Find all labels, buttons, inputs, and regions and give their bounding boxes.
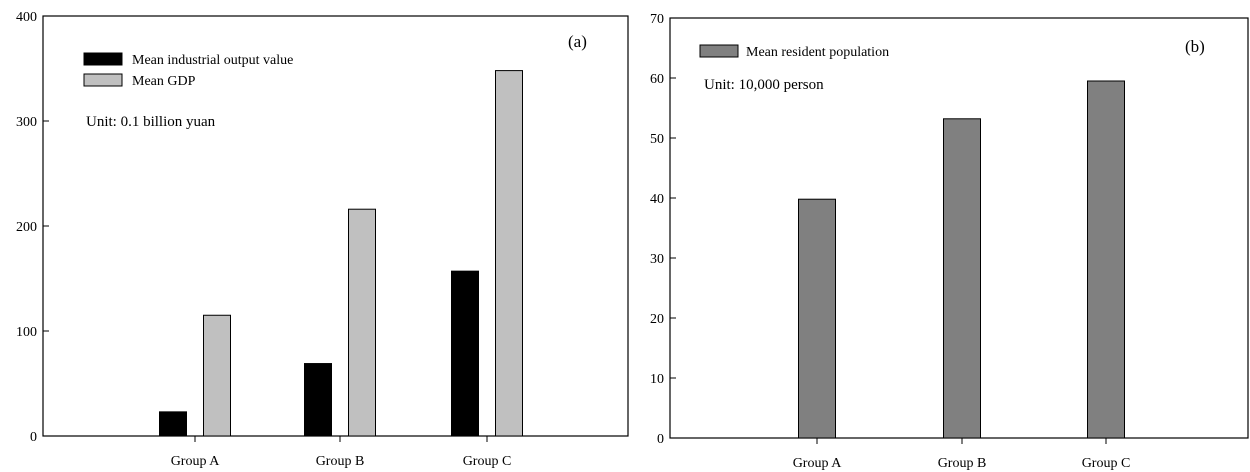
chart-panel-b: 0 10 20 30 40 50 60 70 Group A Group B Group C Me… — [650, 12, 1249, 471]
x-axis-a: Group A Group B Group C — [171, 436, 512, 469]
y-tick-label: 0 — [30, 430, 37, 445]
bar — [943, 118, 981, 439]
legend-a: Mean industrial output value Mean GDP — [83, 52, 293, 89]
panel-label-a: (a) — [568, 32, 587, 51]
legend-label: Mean GDP — [132, 74, 196, 89]
y-tick-label: 30 — [650, 252, 664, 267]
unit-note-b: Unit: 10,000 person — [704, 77, 824, 93]
y-axis-a: 0 100 200 300 400 — [16, 10, 49, 445]
plot-frame-a — [42, 15, 629, 437]
x-tick-label: Group C — [463, 454, 512, 469]
legend-label: Mean industrial output value — [132, 53, 293, 68]
y-tick-label: 10 — [650, 372, 664, 387]
bars-a — [159, 70, 523, 437]
y-tick-label: 100 — [16, 325, 37, 340]
x-axis-b: Group A Group B Group C — [793, 438, 1131, 471]
x-tick-label: Group B — [316, 454, 365, 469]
bar — [1087, 80, 1125, 439]
legend-label: Mean resident population — [746, 45, 889, 60]
panel-label-b: (b) — [1185, 37, 1205, 56]
bar — [304, 363, 332, 437]
legend-swatch — [83, 52, 123, 66]
legend-swatch — [83, 73, 123, 87]
y-tick-label: 70 — [650, 12, 664, 27]
bar — [203, 314, 231, 437]
bars-b — [798, 80, 1125, 439]
legend-swatch — [699, 44, 739, 58]
chart-panel-a: 0 100 200 300 400 Group A Group B Group C Mean… — [16, 10, 629, 469]
y-tick-label: 40 — [650, 192, 664, 207]
unit-note-a: Unit: 0.1 billion yuan — [86, 114, 216, 130]
bar — [451, 270, 479, 437]
y-tick-label: 0 — [657, 432, 664, 447]
x-tick-label: Group B — [938, 456, 987, 471]
x-tick-label: Group A — [793, 456, 843, 471]
legend-b: Mean resident population — [699, 44, 889, 60]
bar — [798, 198, 836, 439]
x-tick-label: Group C — [1082, 456, 1131, 471]
y-tick-label: 50 — [650, 132, 664, 147]
y-tick-label: 20 — [650, 312, 664, 327]
bar — [159, 411, 187, 437]
x-tick-label: Group A — [171, 454, 221, 469]
y-tick-label: 400 — [16, 10, 37, 25]
y-tick-label: 200 — [16, 220, 37, 235]
y-axis-b: 0 10 20 30 40 50 60 70 — [650, 12, 676, 447]
y-tick-label: 300 — [16, 115, 37, 130]
y-tick-label: 60 — [650, 72, 664, 87]
bar — [348, 208, 376, 437]
bar — [495, 70, 523, 437]
